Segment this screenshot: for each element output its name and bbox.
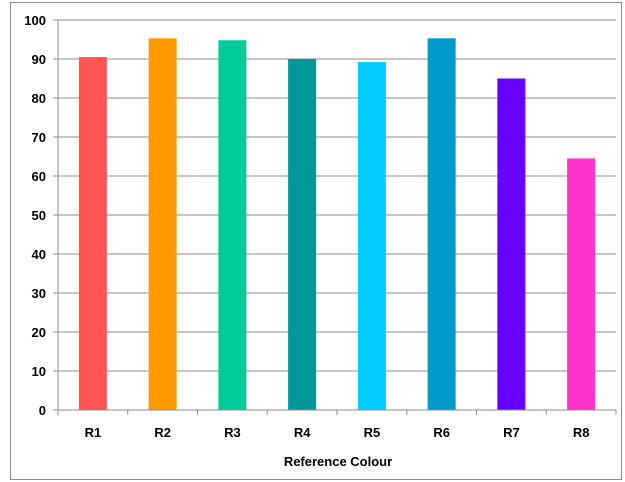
y-tick-label: 10: [32, 364, 46, 379]
y-tick-label: 70: [32, 130, 46, 145]
y-tick-label: 60: [32, 169, 46, 184]
y-tick-label: 20: [32, 325, 46, 340]
x-tick-label: R8: [573, 425, 590, 440]
y-tick-label: 100: [24, 13, 46, 28]
x-tick-label: R6: [433, 425, 450, 440]
axes: [53, 19, 617, 415]
bar-r5: [357, 62, 386, 411]
y-tick-label: 30: [32, 286, 46, 301]
bar-r3: [218, 40, 247, 410]
y-tick-label: 90: [32, 52, 46, 67]
x-tick-label: R2: [154, 425, 171, 440]
x-tick-label: R3: [224, 425, 241, 440]
x-tick-label: R4: [294, 425, 311, 440]
bar-r6: [427, 38, 456, 410]
y-tick-label: 40: [32, 247, 46, 262]
bar-r2: [148, 38, 177, 410]
x-axis-label: Reference Colour: [284, 454, 392, 469]
gridlines: [58, 19, 616, 372]
bar-r8: [567, 158, 596, 410]
x-tick-labels: R1 R2 R3 R4 R5 R6 R7 R8: [85, 425, 590, 440]
x-tick-label: R1: [85, 425, 102, 440]
bar-r1: [78, 57, 107, 411]
x-tick-label: R7: [503, 425, 520, 440]
y-tick-label: 80: [32, 91, 46, 106]
y-tick-label: 0: [39, 403, 46, 418]
bars: [78, 38, 596, 411]
y-tick-labels: 0 10 20 30 40 50 60 70 80 90 100: [24, 13, 46, 418]
y-tick-label: 50: [32, 208, 46, 223]
bar-r7: [497, 78, 526, 410]
x-tick-label: R5: [364, 425, 381, 440]
bar-r4: [288, 59, 317, 410]
